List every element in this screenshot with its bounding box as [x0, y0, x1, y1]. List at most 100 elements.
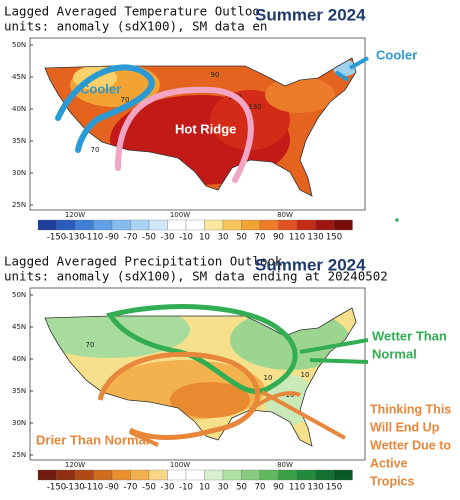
panel-subtitle: units: anomaly (sdX100), SM data ending …	[4, 269, 388, 284]
colorbar-label: 70	[255, 233, 266, 243]
wetter-outline	[105, 304, 298, 395]
colorbar-label: -70	[124, 483, 138, 493]
annotation-line: Normal	[372, 346, 417, 361]
colorbar-label: 30	[218, 233, 229, 243]
lat-label: 45N	[12, 73, 26, 81]
annotation-line: Will End Up	[370, 420, 440, 434]
lat-label: 30N	[12, 419, 26, 427]
colorbar-label: 10	[199, 233, 210, 243]
colorbar-label: -110	[84, 483, 103, 493]
panel-subtitle: units: anomaly (sdX100), SM data en	[4, 19, 267, 34]
lat-label: 25N	[12, 201, 26, 209]
contour-label: 70	[91, 146, 100, 154]
colorbar-swatch	[185, 219, 205, 231]
us-outline	[44, 57, 357, 197]
annotation-arrow	[299, 338, 369, 364]
colorbar-swatch	[56, 219, 76, 231]
colorbar-swatch	[74, 469, 94, 481]
annotation: Drier Than Normal	[36, 432, 149, 447]
colorbar-swatch	[37, 219, 57, 231]
colorbar-swatch	[130, 219, 150, 231]
colorbar-label: -30	[161, 483, 175, 493]
colorbar-swatch	[56, 469, 76, 481]
colorbar-swatch	[130, 469, 150, 481]
annotation-line: Wetter Due to	[370, 438, 451, 452]
colorbar-label: -150	[47, 483, 66, 493]
colorbar-label: -130	[65, 483, 84, 493]
colorbar-label: -10	[179, 483, 193, 493]
colorbar-swatch	[278, 469, 298, 481]
annotation: Cooler	[376, 47, 417, 62]
lat-label: 45N	[12, 323, 26, 331]
colorbar-label: -90	[105, 233, 119, 243]
colorbar-swatch	[148, 219, 168, 231]
colorbar-label: 50	[236, 483, 247, 493]
colorbar-label: 130	[307, 233, 323, 243]
colorbar-swatch	[222, 469, 242, 481]
colorbar-label: 130	[307, 483, 323, 493]
panel-title: Lagged Averaged Temperature Outloo	[4, 4, 260, 19]
colorbar-label: -70	[124, 233, 138, 243]
colorbar-label: -50	[142, 483, 156, 493]
colorbar-swatch	[185, 469, 205, 481]
contour-label: 70	[86, 341, 95, 349]
colorbar-swatch	[315, 219, 335, 231]
colorbar-swatch	[74, 219, 94, 231]
colorbar-label: -50	[142, 233, 156, 243]
colorbar-label: -30	[161, 233, 175, 243]
annotation-arrow	[129, 390, 346, 447]
overlay-title: Summer 2024	[255, 255, 366, 274]
annotation: Hot Ridge	[175, 121, 236, 136]
lon-label: 80W	[277, 461, 293, 469]
lon-label: 80W	[277, 211, 293, 219]
colorbar-label: -110	[84, 233, 103, 243]
lon-label: 120W	[65, 211, 85, 219]
colorbar-swatch	[37, 469, 57, 481]
ridge-arc	[115, 86, 254, 183]
colorbar-label: 110	[289, 233, 305, 243]
annotation-line: Thinking This	[370, 402, 451, 416]
colorbar-swatch	[148, 469, 168, 481]
lat-label: 25N	[12, 451, 26, 459]
colorbar-label: 90	[273, 483, 284, 493]
lat-label: 35N	[12, 137, 26, 145]
annotation-arrow	[334, 56, 369, 82]
contour-label: 130	[248, 103, 261, 111]
annotation: Cooler	[80, 81, 121, 96]
wetter-label: Wetter Than Normal	[372, 328, 447, 361]
lat-label: 30N	[12, 169, 26, 177]
colorbar-swatch	[111, 469, 131, 481]
colorbar-label: -10	[179, 233, 193, 243]
colorbar-swatch	[259, 219, 279, 231]
lon-label: 100W	[170, 211, 190, 219]
lat-label: 40N	[12, 105, 26, 113]
colorbar-swatch	[167, 469, 187, 481]
colorbar-label: 30	[218, 483, 229, 493]
dot	[395, 218, 399, 222]
colorbar-swatch	[241, 469, 261, 481]
drier-outline	[97, 351, 261, 440]
colorbar-label: 150	[326, 483, 342, 493]
colorbar-swatch	[296, 469, 316, 481]
colorbar-label: 90	[273, 233, 284, 243]
lat-label: 50N	[12, 291, 26, 299]
colorbar-swatch	[278, 219, 298, 231]
colorbar-swatch	[167, 219, 187, 231]
colorbar-swatch	[93, 219, 113, 231]
contour-label: 10	[264, 374, 273, 382]
colorbar-swatch	[93, 469, 113, 481]
colorbar-label: 150	[326, 233, 342, 243]
temperature-panel: Lagged Averaged Temperature Outloo units…	[4, 4, 417, 243]
annotation-line: Wetter Than	[372, 328, 447, 343]
colorbar-label: 10	[199, 483, 210, 493]
colorbar-swatch	[222, 219, 242, 231]
us-outline	[44, 307, 357, 447]
colorbar-swatch	[204, 469, 224, 481]
colorbar-swatch	[111, 219, 131, 231]
colorbar-label: 50	[236, 233, 247, 243]
overlay-title: Summer 2024	[255, 5, 366, 24]
colorbar-swatch	[204, 219, 224, 231]
lat-label: 40N	[12, 355, 26, 363]
colorbar-swatch	[259, 469, 279, 481]
